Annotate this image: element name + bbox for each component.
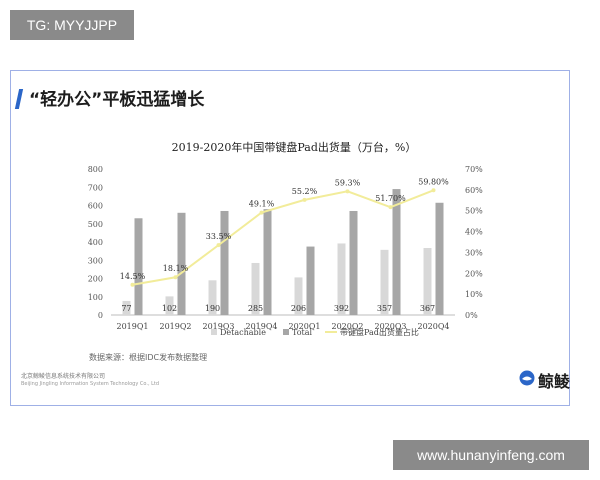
bar-total (392, 189, 401, 315)
chart-axes: 0 100 200 300 400 500 600 700 800 0% 10% 20% 30% 40% 5… (88, 165, 483, 331)
bottom-url-badge: www.hunanyinfeng.com (393, 440, 589, 470)
y2-tick-label: 50% (465, 207, 483, 216)
legend-label: Detachable (220, 328, 266, 337)
y2-tick-label: 60% (465, 186, 483, 195)
y2-tick-label: 40% (465, 228, 483, 237)
bar-detachable (122, 300, 131, 315)
y-tick-label: 400 (88, 238, 103, 247)
y-tick-label: 300 (88, 256, 103, 265)
y2-tick-label: 20% (465, 269, 483, 278)
bar-value-label: 285 (248, 304, 263, 313)
bar-detachable (251, 262, 260, 315)
chart-data-labels: 77 102 190 285 206 392 357 367 14.5% 18.1% 33.5% 49… (120, 177, 449, 313)
slide: “轻办公”平板迅猛增长 2019-2020年中国带键盘Pad出货量（万台，%） … (10, 70, 570, 406)
bar-value-label: 102 (162, 304, 177, 313)
x-tick-label: 2020Q1 (288, 322, 320, 331)
whale-logo-icon (519, 370, 535, 386)
y2-tick-label: 70% (465, 165, 483, 174)
line-value-label: 49.1% (249, 200, 275, 209)
line-value-label: 18.1% (163, 264, 189, 273)
bar-total (349, 210, 358, 315)
line-share-series (132, 189, 434, 286)
x-tick-label: 2020Q3 (374, 322, 406, 331)
x-tick-label: 2019Q2 (159, 322, 191, 331)
y-tick-label: 200 (88, 275, 103, 284)
bar-total (306, 246, 315, 315)
x-tick-label: 2019Q4 (245, 322, 277, 331)
bar-value-label: 367 (420, 304, 435, 313)
bar-total (134, 218, 143, 315)
y2-tick-label: 30% (465, 248, 483, 257)
line-point (173, 275, 178, 280)
logo-text: 鲸鲮 (538, 372, 571, 391)
bar-total (435, 202, 444, 315)
bar-value-label: 206 (291, 304, 306, 313)
line-point (388, 205, 393, 210)
y2-tick-label: 0% (465, 311, 478, 320)
line-value-label: 59.3% (335, 178, 361, 187)
legend-swatch (211, 329, 217, 335)
bar-value-label: 357 (377, 304, 392, 313)
company-name-cn: 北京鲸鲮信息系统技术有限公司 (21, 373, 106, 380)
y-tick-label: 600 (88, 202, 103, 211)
x-tick-label: 2019Q3 (202, 322, 234, 331)
line-value-label: 59.80% (418, 177, 449, 186)
x-tick-label: 2020Q4 (417, 322, 449, 331)
line-point (259, 210, 264, 215)
slide-heading: “轻办公”平板迅猛增长 (29, 90, 205, 110)
line-point (130, 282, 135, 287)
bar-detachable (423, 248, 432, 315)
chart-legend: Detachable Total 带键盘Pad出货量占比 (211, 327, 419, 337)
bar-value-label: 77 (121, 304, 131, 313)
legend-label: Total (292, 328, 313, 337)
legend-swatch (283, 329, 289, 335)
line-value-label: 51.70% (375, 194, 406, 203)
bar-value-label: 190 (205, 304, 220, 313)
bar-detachable (337, 243, 346, 315)
source-note: 数据来源：根据IDC发布数据整理 (89, 353, 208, 362)
y-tick-label: 800 (88, 165, 103, 174)
chart-title: 2019-2020年中国带键盘Pad出货量（万台，%） (172, 140, 417, 154)
chart: 2019-2020年中国带键盘Pad出货量（万台，%） 0 100 200 300 40… (88, 140, 483, 337)
bar-value-label: 392 (334, 304, 349, 313)
chart-bars (122, 189, 444, 315)
company-name-en: Beijing Jingling Information System Tech… (21, 381, 160, 387)
chart-line (130, 188, 436, 287)
bar-total (177, 212, 186, 315)
line-point (431, 188, 436, 193)
x-tick-label: 2020Q2 (331, 322, 363, 331)
line-point (302, 197, 307, 202)
y-tick-label: 500 (88, 220, 103, 229)
bar-detachable (294, 277, 303, 315)
y-tick-label: 0 (98, 311, 103, 320)
bar-detachable (208, 280, 217, 315)
x-tick-label: 2019Q1 (116, 322, 148, 331)
line-value-label: 55.2% (292, 187, 318, 196)
line-point (216, 243, 221, 248)
bar-detachable (380, 249, 389, 315)
bar-detachable (165, 296, 174, 315)
top-badge: TG: MYYJJPP (10, 10, 134, 40)
y-tick-label: 100 (88, 293, 103, 302)
y2-tick-label: 10% (465, 290, 483, 299)
legend-label: 带键盘Pad出货量占比 (340, 327, 419, 337)
bar-total (220, 210, 229, 315)
line-point (345, 189, 350, 194)
line-value-label: 14.5% (120, 272, 146, 281)
y-tick-label: 700 (88, 183, 103, 192)
line-value-label: 33.5% (206, 232, 232, 241)
bar-total (263, 209, 272, 315)
